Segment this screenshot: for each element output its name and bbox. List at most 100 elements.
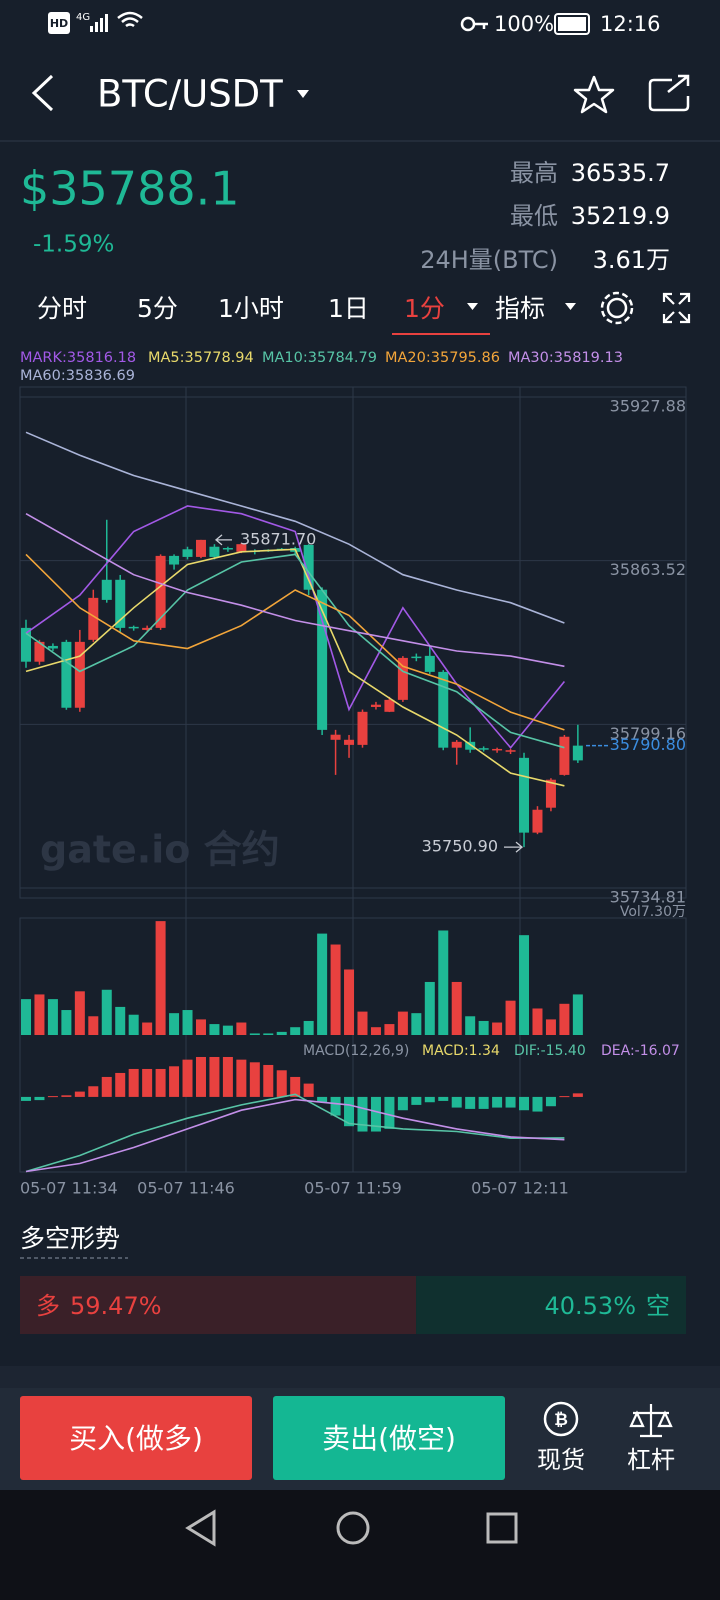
pair-title[interactable]: BTC/USDT: [97, 73, 283, 116]
interval-tab[interactable]: 5分: [137, 294, 178, 323]
favorite-button[interactable]: [573, 75, 615, 114]
candle-body: [478, 748, 489, 750]
volume-bar: [424, 981, 435, 1035]
nav-back[interactable]: [185, 1509, 216, 1547]
candle-body: [411, 656, 422, 659]
stat-label: 24H量(BTC): [420, 246, 558, 274]
macd-bar: [370, 1096, 381, 1132]
macd-bar: [478, 1096, 489, 1109]
candle-body: [74, 641, 85, 708]
indicator-caret[interactable]: [565, 303, 576, 310]
status-battery-text: 100%: [494, 12, 554, 36]
volume-bar: [276, 1031, 287, 1035]
time-axis-label: 05-07 12:11: [471, 1179, 569, 1198]
spot-icon-glyph[interactable]: ₿: [554, 1410, 568, 1430]
interval-tab[interactable]: 1分: [404, 294, 445, 323]
volume-bar: [451, 981, 462, 1035]
volume-bar: [21, 999, 31, 1035]
sentiment-title: 多空形势: [20, 1224, 120, 1253]
settings-button[interactable]: [606, 297, 628, 319]
interval-tab[interactable]: 分时: [37, 294, 87, 323]
candle-body: [222, 548, 233, 550]
volume-bar: [492, 1022, 503, 1035]
macd-bar: [155, 1068, 166, 1097]
long-value: 59.47%: [70, 1292, 162, 1320]
sell-button[interactable]: [273, 1396, 505, 1480]
time-axis-label: 05-07 11:34: [20, 1179, 118, 1198]
buy-button[interactable]: [20, 1396, 252, 1480]
signal-icon: [90, 14, 108, 32]
volume-bar: [169, 1013, 180, 1035]
nav-home[interactable]: [336, 1511, 370, 1545]
macd-legend: MACD:1.34: [422, 1043, 500, 1059]
volume-bar: [465, 1016, 476, 1035]
macd-bar: [222, 1056, 233, 1097]
macd-bar: [74, 1091, 85, 1097]
sell-label[interactable]: 卖出(做空): [322, 1422, 456, 1455]
volume-bar: [438, 930, 449, 1035]
back-button[interactable]: [31, 74, 54, 112]
macd-bar: [330, 1096, 341, 1116]
macd-bar: [142, 1068, 153, 1097]
buy-label[interactable]: 买入(做多): [69, 1422, 203, 1455]
interval-tab[interactable]: 1日: [328, 294, 369, 323]
candle-body: [115, 579, 126, 628]
pair-dropdown-caret[interactable]: [297, 90, 309, 98]
macd-bar: [559, 1096, 570, 1098]
macd-bar: [465, 1096, 476, 1109]
volume-bar: [384, 1024, 395, 1035]
spot-icon[interactable]: [543, 1401, 579, 1437]
nav-recents[interactable]: [486, 1512, 518, 1544]
candle-body: [330, 734, 341, 740]
candle-body: [438, 671, 449, 748]
interval-tab[interactable]: 指标: [495, 294, 545, 323]
volume-bar: [545, 1019, 556, 1035]
price-axis-label: 35863.52: [610, 560, 686, 579]
candle-body: [532, 809, 543, 833]
macd-bar: [249, 1062, 260, 1097]
macd-bar: [290, 1076, 301, 1097]
interval-caret[interactable]: [467, 303, 478, 310]
share-button[interactable]: [648, 74, 690, 112]
volume-bar: [505, 1000, 516, 1035]
candle-body: [182, 549, 193, 557]
stat-label: 最低: [510, 202, 558, 230]
settings-gear[interactable]: [600, 291, 634, 325]
last-price: $35788.1: [20, 162, 240, 216]
volume-bar: [572, 994, 583, 1035]
margin-label[interactable]: 杠杆: [627, 1446, 675, 1474]
indicator-legend: MA20:35795.86: [385, 350, 500, 366]
candle-body: [424, 655, 435, 672]
macd-bar: [317, 1096, 328, 1103]
macd-legend: DEA:-16.07: [601, 1043, 680, 1059]
short-label: 空: [646, 1292, 670, 1320]
margin-icon[interactable]: [629, 1404, 673, 1438]
indicator-legend: MARK:35816.18: [20, 350, 136, 366]
long-ratio-bar: [20, 1276, 417, 1334]
candle-body: [519, 757, 530, 833]
candle-body: [317, 589, 328, 730]
macd-bar: [209, 1056, 220, 1097]
indicator-line: [25, 553, 565, 731]
candle-body: [505, 750, 516, 752]
candle-body: [169, 555, 180, 565]
spot-label[interactable]: 现货: [537, 1446, 585, 1474]
macd-bar: [236, 1059, 247, 1097]
volume-bar: [74, 991, 85, 1035]
battery-level: [558, 17, 586, 31]
volume-bar: [182, 1010, 193, 1035]
interval-tab[interactable]: 1小时: [218, 294, 284, 323]
candle-body: [61, 641, 72, 708]
nav-bar: [0, 1490, 720, 1600]
candle-body: [545, 779, 556, 808]
stat-value: 35219.9: [571, 202, 670, 230]
fullscreen-button[interactable]: [662, 292, 691, 324]
indicator-legend: MA60:35836.69: [20, 368, 135, 384]
macd-bar: [438, 1096, 449, 1101]
candle-body: [142, 627, 153, 630]
macd-bar: [276, 1070, 287, 1097]
candle-body: [492, 748, 503, 751]
short-ratio-bar: [416, 1276, 686, 1334]
stat-value: 36535.7: [571, 159, 670, 187]
price-axis-label: 35734.81: [610, 888, 686, 907]
